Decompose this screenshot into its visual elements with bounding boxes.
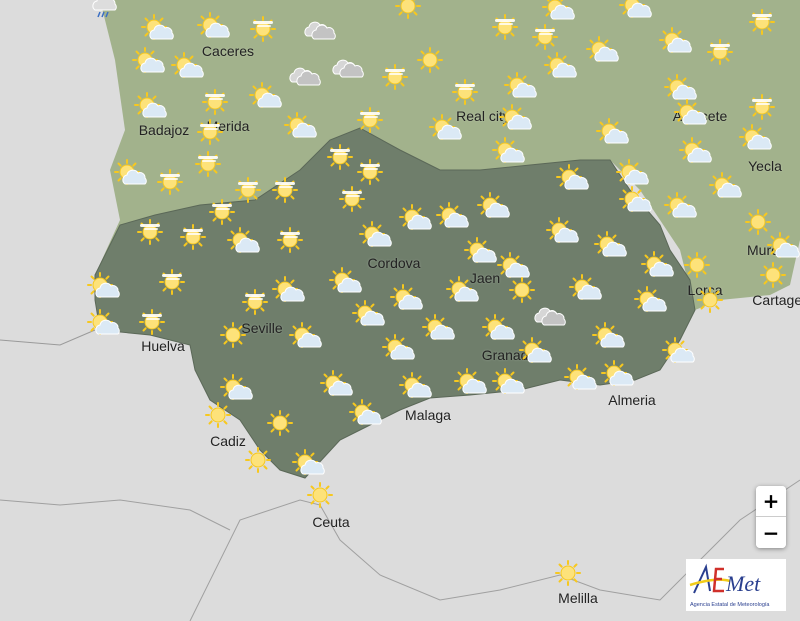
svg-text:Met: Met <box>725 571 761 596</box>
africa-border <box>0 499 231 531</box>
city-label: Cadiz <box>210 433 246 449</box>
city-label: Murcia <box>746 242 790 258</box>
zoom-out-button[interactable]: − <box>756 517 786 548</box>
city-label: Real city <box>456 108 510 124</box>
city-label: Jaen <box>469 270 501 286</box>
city-label: Seville <box>241 320 283 336</box>
city-label: Cordova <box>367 255 421 271</box>
city-label: Yecla <box>748 158 782 174</box>
city-label: Badajoz <box>138 122 190 138</box>
city-label: Albacete <box>672 108 728 124</box>
region-spain-other <box>95 0 800 310</box>
city-label: Malaga <box>405 407 451 423</box>
city-label: Melilla <box>558 590 598 606</box>
zoom-control: + − <box>756 486 786 548</box>
aemet-logo[interactable]: Met Agencia Estatal de Meteorología <box>686 559 786 611</box>
logo-tagline: Agencia Estatal de Meteorología <box>690 602 770 608</box>
city-label: Merida <box>206 118 250 134</box>
city-label: Granada <box>481 347 537 363</box>
city-label: Huelva <box>141 338 185 354</box>
border-line <box>0 329 96 346</box>
aemet-logo-mark: Met <box>689 563 761 596</box>
zoom-in-button[interactable]: + <box>756 486 786 517</box>
city-label: Cartagena <box>752 292 800 308</box>
city-label: Caceres <box>201 43 255 59</box>
city-label: Almeria <box>608 392 656 408</box>
city-label: Lorca <box>687 282 723 298</box>
city-label: Ceuta <box>312 514 350 530</box>
